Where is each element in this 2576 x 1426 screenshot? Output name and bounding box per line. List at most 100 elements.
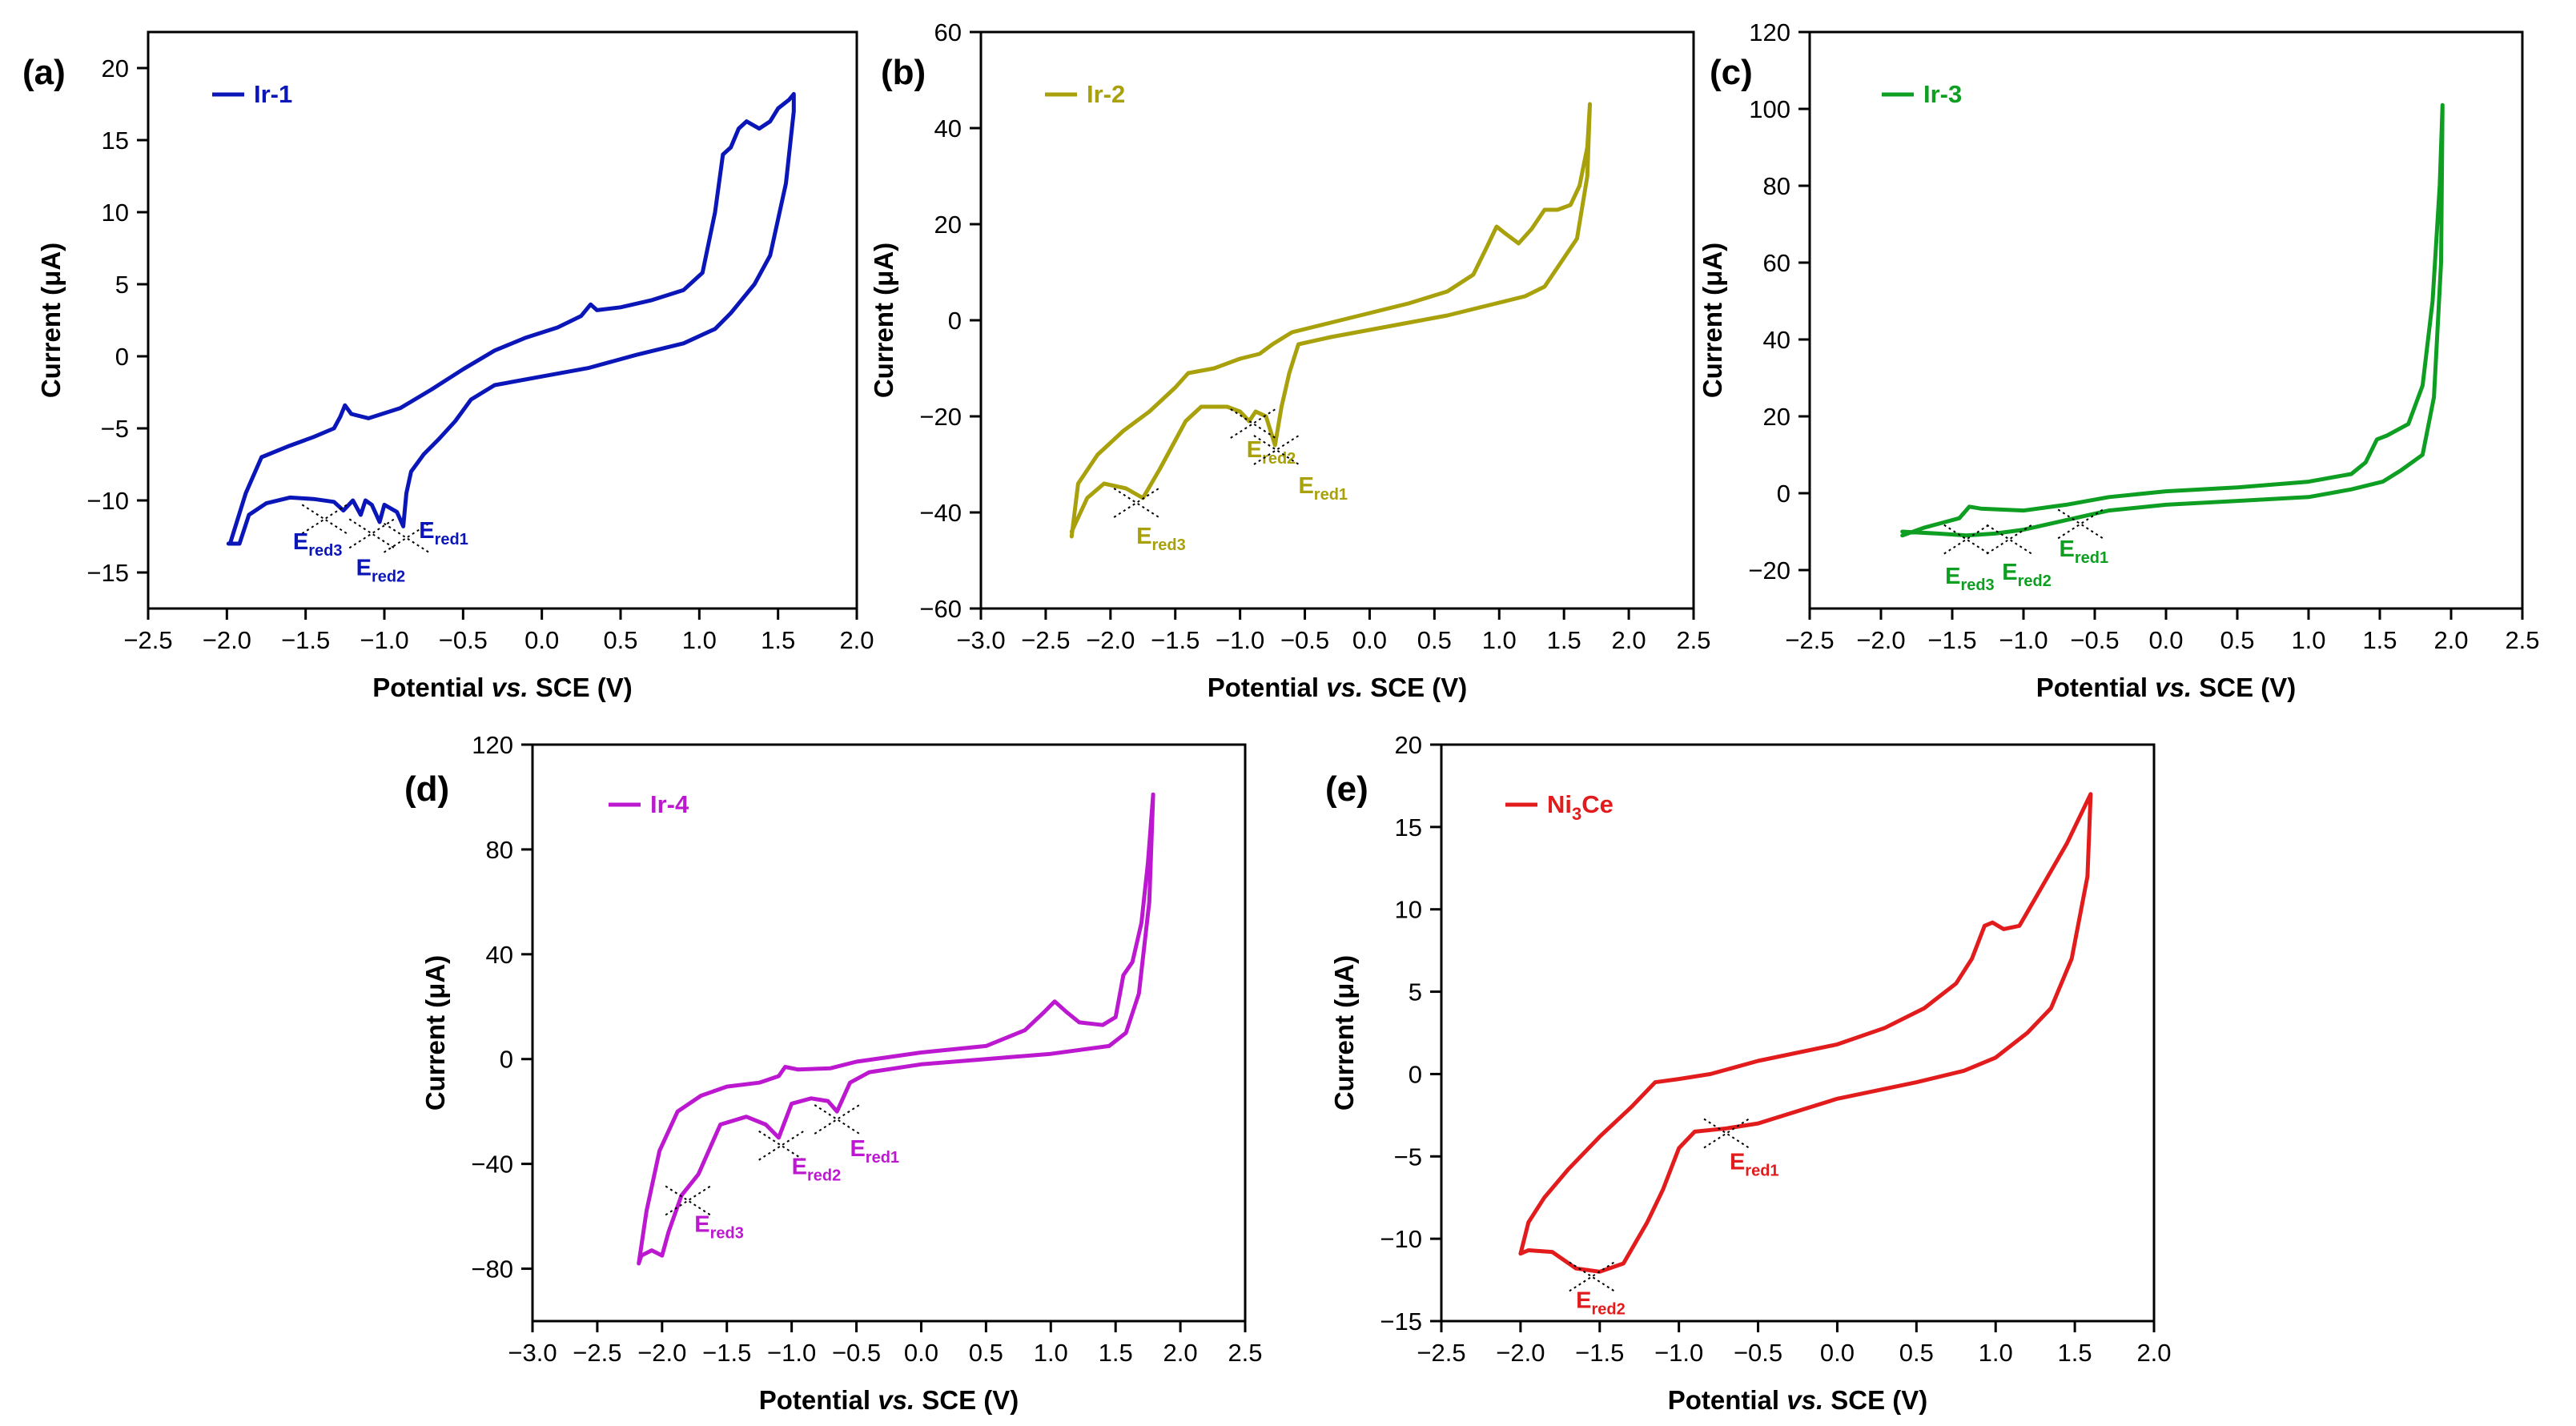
cv-curve-Ir-3: [1900, 102, 2445, 538]
plot-frame: [1440, 743, 2156, 1323]
x-tick-label: 1.0: [682, 626, 717, 654]
x-tick-label: −1.5: [702, 1339, 751, 1367]
annotation-main: E: [1136, 524, 1151, 549]
annotation-main: E: [792, 1155, 807, 1180]
plot-frame: [1808, 30, 2524, 610]
annotation-main: E: [1730, 1150, 1745, 1175]
y-tick-label: 5: [1409, 978, 1422, 1006]
x-tick-label: −1.5: [281, 626, 330, 654]
annotation-main: E: [694, 1212, 709, 1238]
annotation-subscript: red3: [1960, 576, 1994, 594]
legend-label: Ir-4: [650, 790, 689, 818]
annotation-subscript: red2: [1262, 450, 1296, 468]
y-tick-label: −20: [1748, 556, 1790, 584]
annotation-label: Ered2: [1247, 437, 1296, 468]
x-tick-label: 2.5: [1676, 626, 1710, 654]
annotation-label: Ered2: [1576, 1288, 1626, 1319]
x-tick-label: 2.0: [1163, 1339, 1198, 1367]
y-tick-label: 0: [948, 307, 962, 335]
legend-subscript: 3: [1572, 804, 1581, 824]
chart-panel-2: (c) −2.5 −2.0 −1.5 −1.0 −0.5 0.0 0.5 1.0 1.5 2.0 2.…: [1698, 18, 2540, 702]
x-axis-label: Potential vs. SCE (V): [1208, 673, 1468, 702]
y-tick-label: 20: [1395, 731, 1422, 759]
y-axis-label: Current (μA): [869, 243, 898, 398]
x-tick-label: 1.0: [1979, 1339, 2013, 1367]
y-tick-label: −60: [919, 595, 962, 623]
x-tick-label: 2.0: [2136, 1339, 2171, 1367]
annotation-main: E: [1247, 437, 1262, 463]
chart-panel-0: (a) −2.5 −2.0 −1.5 −1.0 −0.5 0.0 0.5 1.0 1.5 2.0 −1…: [22, 30, 874, 702]
y-tick-label: −15: [86, 559, 129, 587]
x-tick-label: 0.5: [1417, 626, 1452, 654]
y-tick-label: 0: [1777, 480, 1790, 508]
x-tick-label: −0.5: [439, 626, 488, 654]
y-tick-label: 40: [486, 941, 513, 969]
chart-panel-3: (d) −3.0 −2.5 −2.0 −1.5 −1.0 −0.5 0.0 0.5 1.0 1.5 2…: [404, 731, 1263, 1415]
y-tick-label: 20: [102, 54, 129, 82]
plot-frame: [147, 30, 858, 610]
cv-curve-Ir-2: [1069, 102, 1592, 539]
panel-letter: (a): [22, 53, 66, 92]
annotation-subscript: red2: [1591, 1301, 1625, 1319]
y-tick-label: 40: [1763, 326, 1790, 354]
annotation-label: Ered1: [1730, 1150, 1779, 1180]
x-tick-label: −1.5: [1151, 626, 1200, 654]
x-tick-label: −0.5: [832, 1339, 881, 1367]
annotation-main: E: [293, 529, 308, 555]
legend-label: Ir-2: [1087, 80, 1125, 108]
x-tick-label: −1.0: [767, 1339, 816, 1367]
chart-panel-4: (e) −2.5 −2.0 −1.5 −1.0 −0.5 0.0 0.5 1.0 1.5 2.0 −1…: [1325, 731, 2172, 1415]
y-tick-label: 40: [934, 114, 962, 143]
annotation-main: E: [850, 1136, 865, 1162]
annotation-label: Ered1: [2060, 536, 2109, 567]
x-tick-label: 0.0: [2148, 626, 2183, 654]
annotation-label: Ered1: [850, 1136, 899, 1167]
x-axis-label-part: Potential: [759, 1385, 878, 1415]
annotation-main: E: [356, 556, 372, 581]
annotation-subscript: red3: [1152, 536, 1186, 554]
x-tick-label: 0.0: [1820, 1339, 1855, 1367]
x-tick-label: −2.5: [573, 1339, 621, 1367]
x-tick-label: −2.0: [203, 626, 251, 654]
y-tick-label: 15: [1395, 813, 1422, 842]
x-tick-label: −1.5: [1575, 1339, 1624, 1367]
x-tick-label: −3.0: [508, 1339, 557, 1367]
annotation-label: Ered3: [694, 1212, 744, 1243]
x-tick-label: −0.5: [1280, 626, 1329, 654]
x-tick-label: 2.5: [2505, 626, 2539, 654]
x-tick-label: 1.5: [1547, 626, 1581, 654]
x-tick-label: −1.0: [1654, 1339, 1703, 1367]
panel-letter: (d): [404, 769, 449, 809]
x-axis-label-part: Potential: [1208, 673, 1327, 702]
y-tick-label: −15: [1380, 1308, 1422, 1336]
x-axis-label-part: Potential: [372, 673, 492, 702]
x-tick-label: 0.5: [2220, 626, 2254, 654]
x-tick-label: −1.0: [1999, 626, 2048, 654]
x-axis-label-part: SCE (V): [1823, 1385, 1927, 1415]
x-axis-label-part: SCE (V): [1363, 673, 1467, 702]
panel-letter: (b): [881, 53, 926, 92]
y-tick-label: 0: [500, 1046, 513, 1074]
legend-label: Ir-1: [254, 80, 292, 108]
x-tick-label: −1.0: [360, 626, 408, 654]
y-tick-label: 20: [1763, 403, 1790, 431]
annotation-subscript: red2: [372, 568, 405, 586]
annotation-label: Ered2: [2002, 560, 2052, 590]
y-tick-label: 60: [1763, 249, 1790, 277]
chart-panel-1: (b) −3.0 −2.5 −2.0 −1.5 −1.0 −0.5 0.0 0.5 1.0 1.5 2…: [869, 18, 1711, 702]
annotation-label: Ered3: [293, 529, 343, 560]
x-tick-label: 0.0: [524, 626, 559, 654]
x-tick-label: 0.0: [1352, 626, 1387, 654]
y-tick-label: −20: [919, 403, 962, 431]
x-axis-label-part: vs.: [2155, 673, 2192, 702]
x-tick-label: 1.5: [1099, 1339, 1133, 1367]
x-tick-label: −2.0: [1496, 1339, 1545, 1367]
annotation-main: E: [419, 518, 434, 544]
x-tick-label: 1.0: [1482, 626, 1517, 654]
y-tick-label: 60: [934, 18, 962, 46]
cv-curve-Ir-4: [637, 792, 1155, 1266]
x-tick-label: −2.0: [637, 1339, 686, 1367]
annotation-main: E: [2060, 536, 2075, 562]
x-axis-label-part: SCE (V): [914, 1385, 1019, 1415]
y-tick-label: 0: [1409, 1060, 1422, 1088]
